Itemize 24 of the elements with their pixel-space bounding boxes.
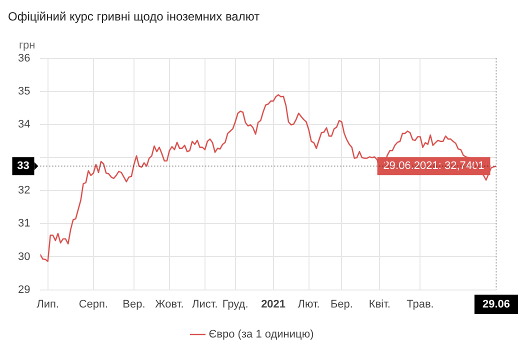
y-tick-label: 31 <box>18 218 30 230</box>
annotation: 29.06.2021: 32,7401 <box>383 160 484 172</box>
y-axis-title: грн <box>19 39 36 52</box>
x-tick-label: 29.06 <box>482 298 510 310</box>
y-tick-label: 34 <box>18 118 30 131</box>
x-tick-label: Серп. <box>78 298 108 310</box>
x-tick-label: Квіт. <box>368 298 390 310</box>
ref-line-label: 33 <box>17 160 30 172</box>
x-tick-label: 2021 <box>261 298 286 310</box>
y-tick-label: 30 <box>18 250 30 263</box>
legend-label: Євро (за 1 одиницю) <box>208 328 314 341</box>
x-tick-label: Трав. <box>406 298 434 310</box>
y-tick-label: 29 <box>18 284 30 296</box>
x-tick-label: Лип. <box>36 298 60 310</box>
x-tick-label: Жовт. <box>155 298 184 310</box>
y-tick-label: 36 <box>18 52 30 64</box>
x-tick-label: Лют. <box>298 298 320 310</box>
x-tick-label: Груд. <box>222 298 248 310</box>
y-tick-label: 32 <box>18 184 30 197</box>
x-tick-label: Вер. <box>122 298 146 310</box>
chart-title: Офіційний курс гривні щодо іноземних валют <box>8 10 260 24</box>
x-tick-label: Бер. <box>330 298 353 310</box>
y-tick-label: 35 <box>18 85 30 98</box>
x-tick-label: Лист. <box>192 298 218 310</box>
